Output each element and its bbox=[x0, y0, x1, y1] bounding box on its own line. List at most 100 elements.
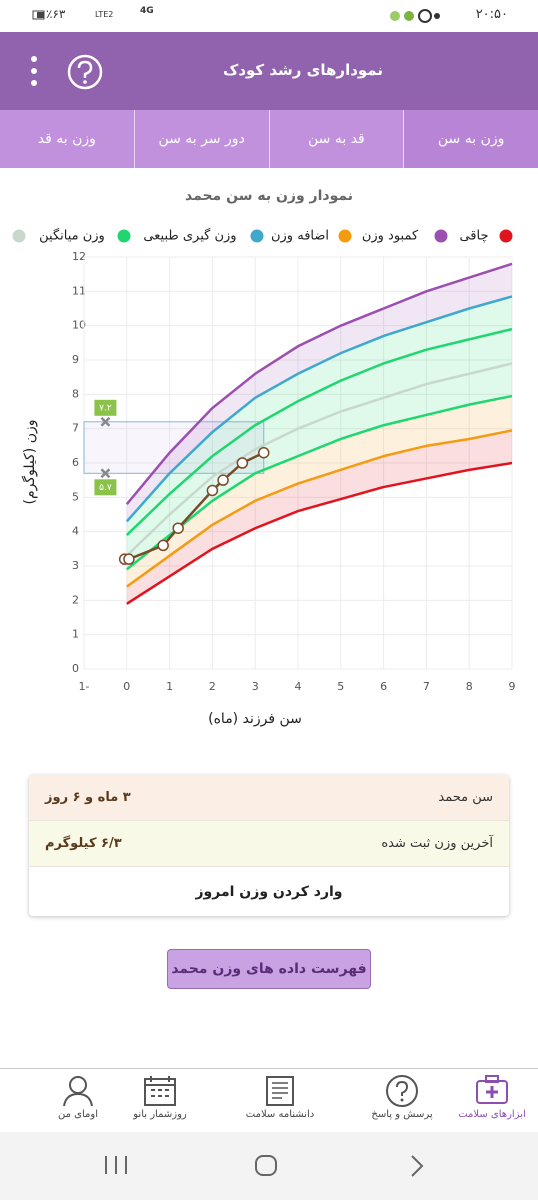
add-weight-action[interactable]: وارد کردن وزن امروز bbox=[195, 883, 343, 900]
y-tick-label: 4 bbox=[72, 525, 79, 538]
range-marker bbox=[100, 468, 111, 479]
percentile-line bbox=[126, 429, 513, 588]
y-tick-label: 9 bbox=[72, 353, 79, 366]
tab[interactable]: قد به سن bbox=[268, 110, 404, 168]
percentile-line bbox=[126, 461, 513, 605]
child-point bbox=[123, 553, 135, 565]
x-tick-label: 2 bbox=[209, 680, 216, 693]
nav-icon bbox=[144, 1076, 176, 1106]
nav-icon bbox=[386, 1075, 418, 1107]
x-tick-label: -1 bbox=[79, 680, 90, 693]
range-marker bbox=[100, 416, 111, 427]
child-point bbox=[258, 446, 270, 459]
legend-marker bbox=[117, 229, 131, 243]
nav-item[interactable]: اومای من bbox=[38, 1073, 118, 1120]
info-label: سن محمد bbox=[438, 790, 493, 805]
nav-item[interactable]: روزشمار بانو bbox=[120, 1073, 200, 1120]
y-axis-label: وزن (کیلوگرم) bbox=[21, 420, 38, 505]
x-tick-label: 4 bbox=[295, 680, 302, 693]
range-label: ۵.۷ bbox=[99, 483, 112, 493]
info-row: آخرین وزن ثبت شده ۶/۳ کیلوگرم bbox=[29, 821, 509, 867]
nav-item[interactable]: پرسش و پاسخ bbox=[362, 1073, 442, 1120]
tab-bar: وزن به سن قد به سن دور سر به سن وزن به ق… bbox=[0, 110, 538, 168]
legend-label: کمبود وزن bbox=[362, 229, 419, 244]
status-bar: ۲۰:۵۰ ٪۶۳ LTE2 4G bbox=[0, 0, 538, 32]
info-card: سن محمد ۳ ماه و ۶ روز آخرین وزن ثبت شده … bbox=[29, 775, 509, 916]
time: ۲۰:۵۰ bbox=[475, 7, 508, 22]
nav-item[interactable]: دانشنامه سلامت bbox=[240, 1073, 320, 1120]
nav-label: اومای من bbox=[58, 1109, 98, 1120]
chart-title: نمودار وزن به سن محمد bbox=[185, 188, 353, 204]
info-row: سن محمد ۳ ماه و ۶ روز bbox=[29, 775, 509, 821]
menu-button[interactable] bbox=[28, 54, 40, 90]
percentile-line bbox=[125, 362, 513, 557]
x-tick-label: 3 bbox=[252, 680, 259, 693]
y-tick-label: 10 bbox=[72, 319, 86, 332]
x-tick-label: 0 bbox=[123, 680, 130, 693]
nav-label: پرسش و پاسخ bbox=[371, 1109, 433, 1120]
legend-marker bbox=[499, 229, 513, 243]
legend-label: وزن میانگین bbox=[39, 228, 105, 244]
child-point bbox=[206, 484, 219, 497]
legend-marker bbox=[12, 229, 26, 243]
y-tick-label: 11 bbox=[72, 284, 86, 297]
nav-label: روزشمار بانو bbox=[133, 1109, 187, 1120]
legend-label: وزن گیری طبیعی bbox=[143, 228, 236, 244]
y-tick-label: 2 bbox=[72, 593, 79, 606]
percentile-line bbox=[126, 394, 513, 571]
legend-label: چاقی bbox=[459, 229, 488, 244]
band bbox=[126, 363, 513, 570]
y-tick-label: 7 bbox=[72, 422, 79, 435]
help-button[interactable] bbox=[66, 53, 104, 91]
weight-list-button[interactable]: فهرست داده های وزن محمد bbox=[167, 949, 371, 989]
percentile-line bbox=[125, 295, 513, 523]
band bbox=[126, 396, 513, 587]
percentile-line bbox=[125, 327, 513, 537]
range-label-box bbox=[94, 399, 117, 416]
percentile-line bbox=[125, 262, 513, 505]
x-tick-label: 7 bbox=[423, 680, 430, 693]
system-nav-icons bbox=[105, 1155, 424, 1177]
nav-label: دانشنامه سلامت bbox=[245, 1109, 315, 1120]
info-value: ۳ ماه و ۶ روز bbox=[45, 790, 131, 805]
tab[interactable]: وزن به قد bbox=[37, 131, 96, 147]
x-tick-label: 1 bbox=[166, 680, 173, 693]
y-tick-label: 3 bbox=[72, 559, 79, 572]
range-label: ۷.۲ bbox=[99, 403, 112, 413]
nav-label: ابزارهای سلامت bbox=[458, 1109, 526, 1120]
x-tick-label: 6 bbox=[380, 680, 387, 693]
y-tick-label: 0 bbox=[72, 662, 79, 675]
tab[interactable]: دور سر به سن bbox=[133, 110, 269, 168]
y-tick-label: 1 bbox=[72, 628, 79, 641]
chart: نمودار وزن به سن محمد سن فرزند (ماه) وزن… bbox=[12, 188, 516, 727]
system-nav bbox=[0, 1132, 538, 1200]
legend-marker bbox=[338, 229, 352, 243]
x-tick-label: 9 bbox=[509, 680, 516, 693]
y-tick-label: 8 bbox=[72, 387, 79, 400]
network-label: 4G bbox=[140, 6, 154, 16]
nav-icon bbox=[476, 1075, 508, 1104]
band bbox=[126, 329, 513, 556]
lte-label: LTE2 bbox=[95, 10, 114, 19]
tab[interactable]: وزن به سن bbox=[403, 110, 538, 168]
info-value: ۶/۳ کیلوگرم bbox=[45, 836, 122, 851]
status-icons bbox=[390, 9, 440, 23]
child-point bbox=[157, 539, 169, 552]
band bbox=[126, 296, 513, 536]
nav-item[interactable]: ابزارهای سلامت bbox=[452, 1073, 532, 1120]
x-axis-label: سن فرزند (ماه) bbox=[208, 711, 302, 727]
legend-label: اضافه وزن bbox=[271, 229, 329, 244]
child-point bbox=[236, 457, 249, 469]
band bbox=[126, 430, 513, 604]
nav-icon bbox=[63, 1076, 93, 1107]
child-point bbox=[172, 522, 184, 534]
y-tick-label: 6 bbox=[72, 456, 79, 469]
legend-marker bbox=[434, 229, 448, 243]
x-tick-label: 8 bbox=[466, 680, 473, 693]
bottom-nav: ابزارهای سلامت پرسش و پاسخ دانشنامه سلام… bbox=[0, 1068, 538, 1132]
battery-level: ٪۶۳ bbox=[46, 7, 66, 21]
range-label-box bbox=[94, 479, 117, 496]
app-bar: نمودارهای رشد کودک bbox=[0, 32, 538, 110]
y-tick-label: 12 bbox=[72, 250, 86, 263]
